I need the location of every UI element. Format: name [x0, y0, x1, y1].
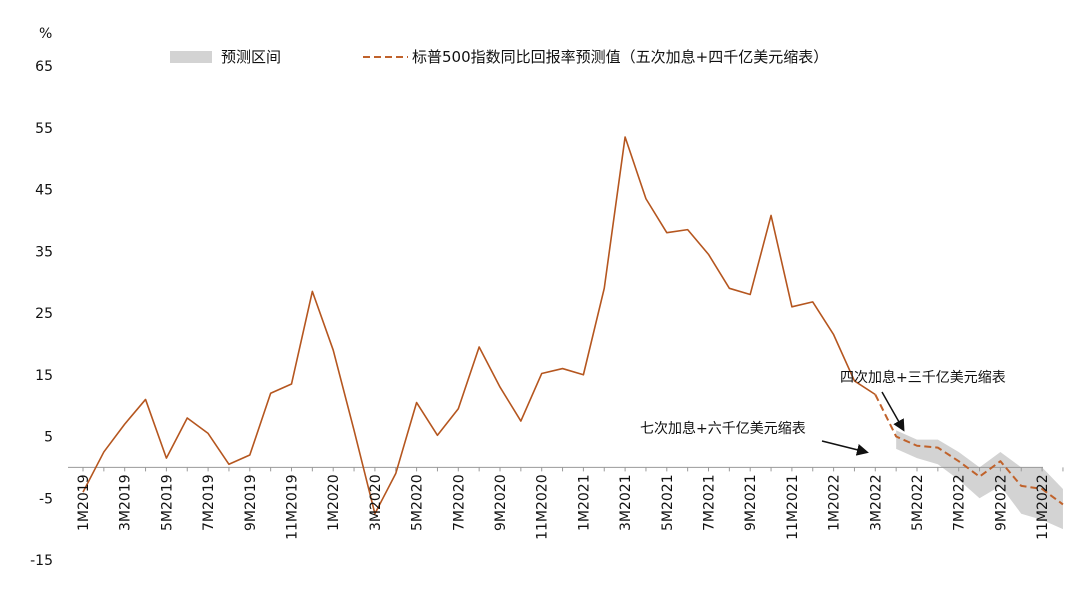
actual-series-line: [82, 136, 876, 515]
forecast-series-line: [874, 394, 1064, 506]
y-tick-label: 25: [35, 306, 53, 322]
y-tick-label: 15: [35, 368, 53, 384]
y-axis-unit-label: %: [39, 26, 52, 42]
forecast-band: [896, 430, 1063, 530]
x-tick-label: 3M2020: [368, 474, 384, 531]
x-tick-label: 9M2022: [993, 474, 1009, 531]
legend-band-label: 预测区间: [221, 48, 281, 66]
legend-dashed-label: 标普500指数同比回报率预测值（五次加息+四千亿美元缩表）: [412, 48, 828, 66]
annotation-four-hikes: 四次加息+三千亿美元缩表: [840, 369, 1006, 386]
series-lines: [82, 136, 1064, 515]
x-tick-marks: [82, 467, 1064, 472]
annotation-four-hikes-arrow: [881, 391, 905, 432]
x-tick-label: 5M2022: [910, 474, 926, 531]
legend: 预测区间 标普500指数同比回报率预测值（五次加息+四千亿美元缩表）: [170, 48, 828, 66]
annotation-seven-hikes: 七次加息+六千亿美元缩表: [640, 420, 806, 437]
y-tick-labels: 65 55 45 35 25 15 5 -5 -15: [30, 59, 53, 569]
annotation-seven-hikes-arrow: [821, 440, 869, 456]
x-tick-label: 11M2021: [785, 474, 801, 540]
forecast-band-layer: [896, 430, 1063, 530]
y-tick-label: 35: [35, 244, 53, 260]
x-tick-label: 11M2020: [535, 474, 551, 540]
x-tick-labels: 1M2019 3M2019 5M2019 7M2019 9M2019 11M2019 1M2…: [76, 474, 1051, 540]
x-tick-label: 3M2022: [868, 474, 884, 531]
y-tick-label: 5: [44, 430, 53, 446]
x-tick-label: 7M2019: [201, 474, 217, 531]
x-tick-label: 7M2021: [702, 474, 718, 531]
y-tick-label: -5: [39, 491, 53, 507]
annotations: 四次加息+三千亿美元缩表 七次加息+六千亿美元缩表: [640, 369, 1006, 456]
x-tick-label: 11M2022: [1035, 474, 1051, 540]
legend-band-swatch: [170, 51, 212, 63]
x-tick-label: 9M2021: [743, 474, 759, 531]
y-tick-label: 65: [35, 59, 53, 75]
y-tick-label: 55: [35, 121, 53, 137]
x-tick-label: 5M2020: [410, 474, 426, 531]
x-tick-label: 9M2020: [493, 474, 509, 531]
x-tick-label: 7M2022: [952, 474, 968, 531]
x-tick-label: 3M2021: [618, 474, 634, 531]
x-tick-label: 5M2019: [159, 474, 175, 531]
x-tick-label: 5M2021: [660, 474, 676, 531]
x-tick-label: 3M2019: [118, 474, 134, 531]
y-tick-label: -15: [30, 553, 53, 569]
x-tick-label: 11M2019: [285, 474, 301, 540]
x-tick-label: 1M2021: [576, 474, 592, 531]
x-tick-label: 1M2020: [326, 474, 342, 531]
x-tick-label: 9M2019: [243, 474, 259, 531]
x-tick-label: 7M2020: [451, 474, 467, 531]
x-tick-label: 1M2019: [76, 474, 92, 531]
x-tick-label: 1M2022: [827, 474, 843, 531]
y-tick-label: 45: [35, 183, 53, 199]
